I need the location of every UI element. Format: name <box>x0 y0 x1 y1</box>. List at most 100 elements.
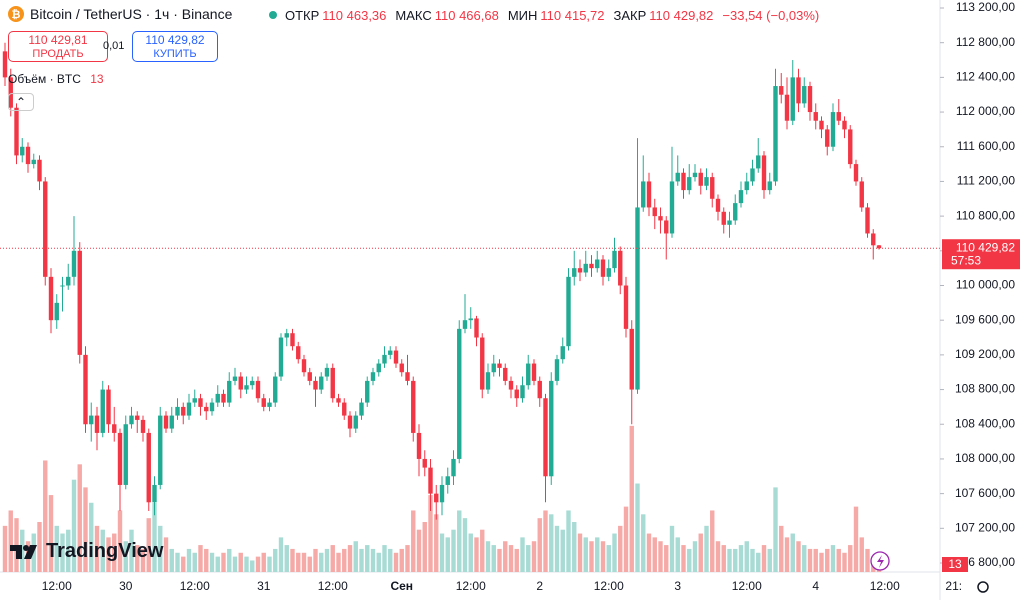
volume-bar <box>836 548 841 572</box>
candle-body <box>715 198 721 212</box>
candle-body <box>48 276 54 321</box>
collapse-button[interactable]: ⌃ <box>8 93 34 111</box>
candle-body <box>595 259 600 269</box>
candle-body <box>819 120 824 130</box>
candle-body <box>853 164 859 182</box>
volume-bar <box>43 460 48 572</box>
ohlc-name: МАКС <box>395 8 432 23</box>
volume-bar <box>761 545 767 572</box>
volume-bar <box>382 545 387 572</box>
volume-bar <box>790 533 795 572</box>
volume-bar <box>583 537 588 572</box>
volume-bar <box>750 548 755 572</box>
volume-bar <box>353 541 358 572</box>
candle-body <box>296 346 301 360</box>
volume-bar <box>238 552 243 572</box>
volume-bar <box>531 541 537 572</box>
volume-bar <box>675 537 680 572</box>
volume-bar <box>681 545 686 572</box>
candle-body <box>514 389 519 399</box>
candle-body <box>89 415 94 425</box>
candle-body <box>767 181 772 191</box>
volume-bar <box>106 537 111 572</box>
volume-bar <box>112 533 117 572</box>
candle-body <box>744 181 749 191</box>
candle-body <box>60 285 65 287</box>
volume-bar <box>244 556 249 572</box>
volume-bar <box>393 552 399 572</box>
buy-label: КУПИТЬ <box>153 48 197 60</box>
volume-bar <box>83 487 88 572</box>
candle-body <box>733 203 738 221</box>
candle-body <box>836 112 841 121</box>
candle-body <box>508 380 514 390</box>
y-tick-label: 109 200,00 <box>955 347 1015 361</box>
volume-bar <box>721 545 726 572</box>
candle-body <box>871 233 876 246</box>
candle-body <box>583 263 588 273</box>
price-badge <box>942 239 1020 270</box>
btc-icon: ₿ <box>8 6 24 22</box>
settings-icon[interactable] <box>977 581 989 593</box>
buy-button[interactable]: 110 429,82 КУПИТЬ <box>132 31 218 62</box>
candle-body <box>784 94 790 121</box>
volume-bar <box>589 541 594 572</box>
volume-bar <box>255 556 261 572</box>
volume-bar <box>296 552 301 572</box>
volume-bar <box>738 545 744 572</box>
volume-bar <box>221 552 226 572</box>
candle-body <box>618 250 623 286</box>
volume-bar <box>48 495 54 572</box>
y-tick-label: 113 200,00 <box>956 0 1015 14</box>
volume-bar <box>198 545 203 572</box>
volume-bar <box>658 541 663 572</box>
candle-body <box>416 432 422 459</box>
candle-body <box>198 398 203 407</box>
candle-body <box>669 181 675 234</box>
volume-bar <box>497 548 502 572</box>
ohlc-name: МИН <box>507 8 538 23</box>
symbol-title: Bitcoin / TetherUS · 1ч · Binance <box>30 6 233 22</box>
ohlc-name: ОТКР <box>285 8 320 23</box>
candle-body <box>382 354 387 364</box>
candle-body <box>658 216 663 221</box>
candle-body <box>221 393 226 403</box>
candle-body <box>43 181 48 277</box>
candle-body <box>537 380 542 399</box>
candle-body <box>123 424 128 485</box>
volume-bar <box>692 541 698 572</box>
candle-body <box>468 318 473 321</box>
x-tick-label: 12:00 <box>318 579 348 593</box>
volume-bar <box>629 425 634 572</box>
tradingview-logo: TradingView <box>10 540 163 563</box>
candle-body <box>336 398 341 403</box>
candle-body <box>112 424 117 433</box>
candle-body <box>503 367 508 381</box>
volume-bar <box>600 541 606 572</box>
x-tick-label: 21: <box>945 579 962 593</box>
volume-bar <box>859 537 864 572</box>
symbol-header[interactable]: ₿ Bitcoin / TetherUS · 1ч · Binance <box>8 6 232 22</box>
volume-bar <box>543 510 548 572</box>
spread: 0,01 <box>103 40 125 52</box>
volume-bar <box>422 522 427 572</box>
candle-body <box>278 337 284 377</box>
volume-bar <box>301 552 307 572</box>
candle-body <box>589 263 594 269</box>
volume-bar <box>232 556 238 572</box>
volume-bar <box>842 552 847 572</box>
candle-body <box>204 406 209 412</box>
sell-button[interactable]: 110 429,81 ПРОДАТЬ <box>8 31 108 62</box>
candle-body <box>526 363 531 386</box>
volume-bar <box>140 548 146 572</box>
volume-bar <box>100 529 105 572</box>
ohlc-value: 110 463,36 <box>322 8 387 23</box>
volume-bar <box>687 548 692 572</box>
candle-body <box>330 367 335 399</box>
candle-body <box>307 372 312 381</box>
candle-body <box>606 268 611 277</box>
candle-body <box>359 402 364 416</box>
candle-body <box>388 350 393 355</box>
sell-label: ПРОДАТЬ <box>32 48 84 60</box>
